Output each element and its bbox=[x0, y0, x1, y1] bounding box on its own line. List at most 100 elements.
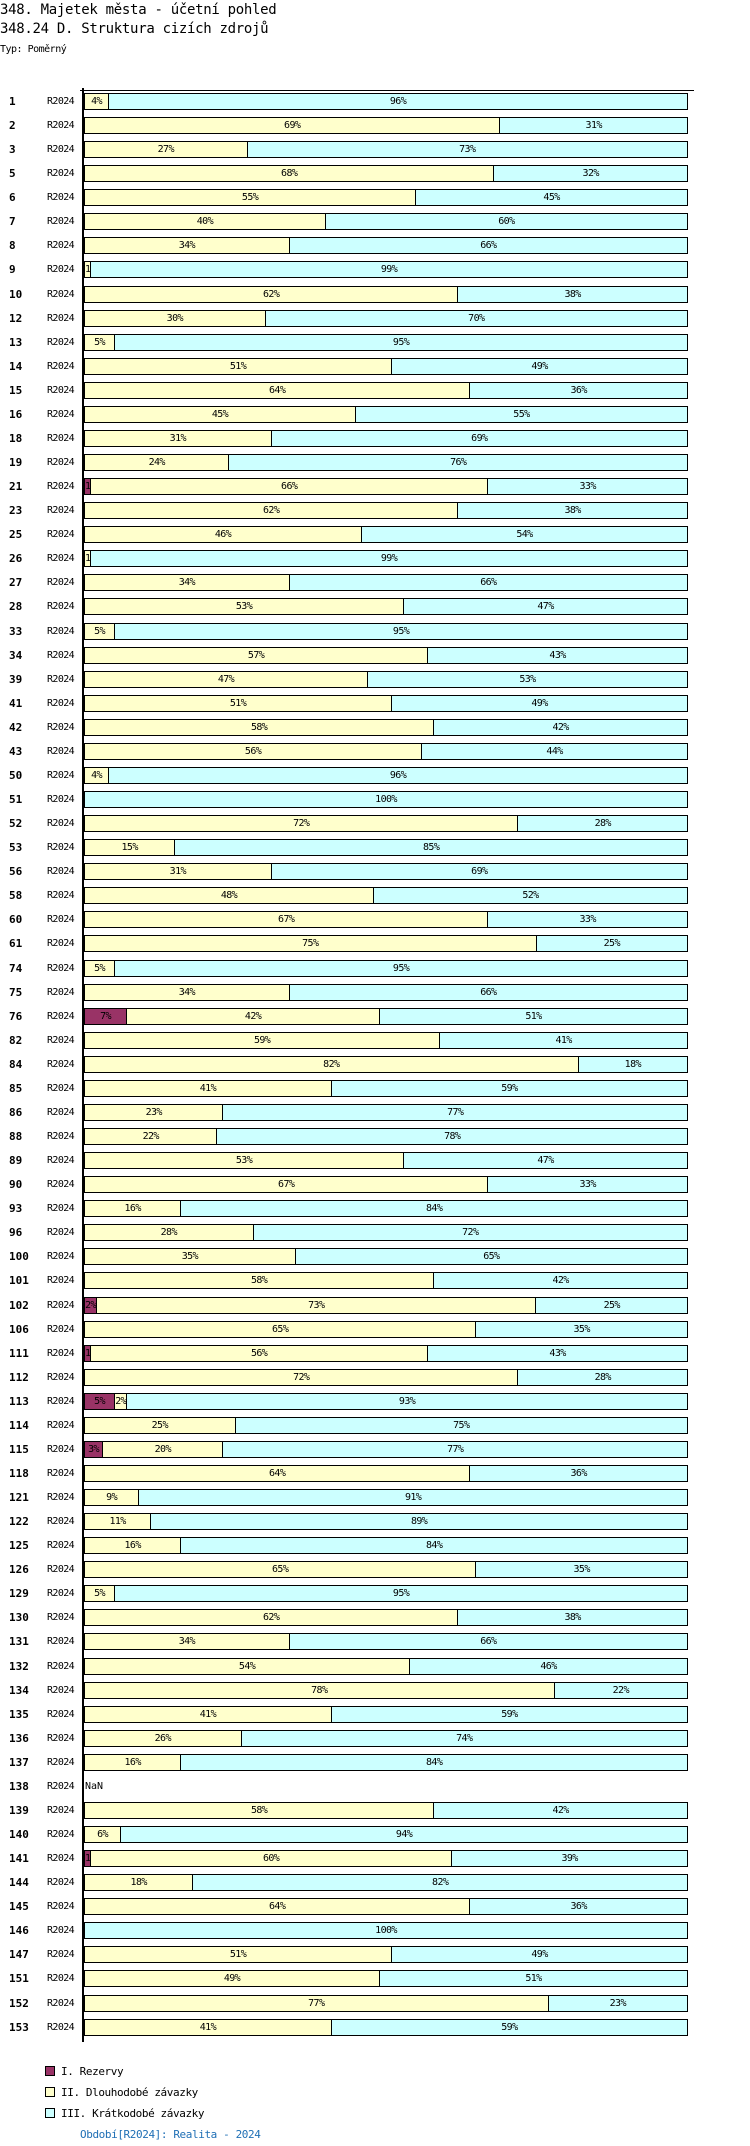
row-period-label: R2024 bbox=[47, 96, 75, 107]
bar-segment-3: 49% bbox=[392, 358, 687, 374]
row-id-label: 84 bbox=[9, 1057, 23, 1071]
stacked-bar: 1%99% bbox=[84, 261, 688, 279]
row-period-label: R2024 bbox=[47, 144, 75, 156]
chart-row: 88 R2024 22% 78% bbox=[0, 1128, 750, 1145]
row-period-label: R2024 bbox=[47, 384, 75, 396]
chart-row: 140 R2024 6% 94% bbox=[0, 1826, 750, 1844]
bar-segment-2: 2% bbox=[115, 1393, 128, 1409]
chart-row: 125 R2024 16% 84% bbox=[0, 1537, 750, 1555]
stacked-bar: 40% 60% bbox=[84, 213, 688, 231]
chart-row: 60 R2024 67% 33% bbox=[0, 911, 750, 929]
chart-row: 101 R2024 58% 42% bbox=[0, 1272, 750, 1290]
chart-row: 9 R2024 1%99% bbox=[0, 261, 750, 279]
bar-segment-2: 53% bbox=[85, 599, 405, 615]
bar-segment-3: 22% bbox=[554, 1682, 687, 1698]
stacked-bar: 51% 49% bbox=[84, 357, 688, 375]
bar-segment-2: 41% bbox=[85, 1706, 332, 1722]
chart-row: 26 R2024 1%99% bbox=[0, 550, 750, 568]
bar-segment-2: 64% bbox=[85, 382, 471, 398]
row-period-label: R2024 bbox=[47, 1612, 75, 1624]
row-id-label: 50 bbox=[9, 768, 23, 782]
stacked-bar: 41% 59% bbox=[84, 1705, 688, 1723]
stacked-bar: 62% 38% bbox=[84, 285, 688, 303]
chart-row: 53 R2024 15% 85% bbox=[0, 839, 750, 857]
row-period-label: R2024 bbox=[47, 1467, 75, 1479]
bar-segment-2: 16% bbox=[85, 1754, 182, 1770]
chart-row: 23 R2024 62% 38% bbox=[0, 502, 750, 520]
row-id-label: 61 bbox=[9, 937, 23, 951]
row-id-label: 140 bbox=[9, 1828, 29, 1842]
row-period-label: R2024 bbox=[47, 1829, 75, 1841]
stacked-bar: 35% 65% bbox=[84, 1248, 688, 1266]
row-id-label: 135 bbox=[9, 1707, 29, 1721]
chart-row: 134 R2024 78% 22% bbox=[0, 1681, 750, 1699]
chart-type-label: Typ: Poměrný bbox=[0, 44, 67, 55]
bar-segment-3: 75% bbox=[235, 1417, 687, 1433]
row-period-label: R2024 bbox=[47, 1034, 75, 1046]
row-id-label: 33 bbox=[9, 624, 23, 638]
chart-row: 5 R2024 68% 32% bbox=[0, 165, 750, 183]
bar-segment-3: 51% bbox=[379, 1008, 687, 1024]
chart-row: 121 R2024 9% 91% bbox=[0, 1489, 750, 1507]
row-id-label: 58 bbox=[9, 889, 23, 903]
stacked-bar: 62% 38% bbox=[84, 502, 688, 520]
row-period-label: R2024 bbox=[47, 1877, 75, 1889]
stacked-bar: 53% 47% bbox=[84, 1152, 688, 1170]
row-period-label: R2024 bbox=[47, 1756, 75, 1768]
row-id-label: 89 bbox=[9, 1154, 23, 1168]
chart-row: 21 R2024 1%66%33% bbox=[0, 478, 750, 496]
row-id-label: 111 bbox=[9, 1346, 29, 1360]
chart-row: 126 R2024 65% 35% bbox=[0, 1561, 750, 1579]
row-period-label: R2024 bbox=[47, 842, 75, 854]
stacked-bar: 65% 35% bbox=[84, 1561, 688, 1579]
chart-row: 52 R2024 72% 28% bbox=[0, 815, 750, 833]
bar-segment-1: 5% bbox=[85, 1393, 116, 1409]
bar-segment-3: 51% bbox=[379, 1971, 687, 1987]
chart-row: 8 R2024 34% 66% bbox=[0, 237, 750, 255]
bar-segment-2: 5% bbox=[85, 334, 116, 350]
row-period-label: R2024 bbox=[47, 264, 75, 276]
row-period-label: R2024 bbox=[47, 866, 75, 878]
chart-row: 146 R2024 100% bbox=[0, 1922, 750, 1940]
bar-segment-2: 16% bbox=[85, 1201, 182, 1217]
stacked-bar: 34% 66% bbox=[84, 983, 688, 1001]
row-period-label: R2024 bbox=[47, 1564, 75, 1576]
chart-row: 6 R2024 55% 45% bbox=[0, 189, 750, 207]
bar-segment-3: 70% bbox=[265, 310, 687, 326]
row-period-label: R2024 bbox=[47, 1853, 75, 1865]
chart-row: 75 R2024 34% 66% bbox=[0, 983, 750, 1001]
bar-segment-3: 33% bbox=[488, 912, 687, 928]
row-period-label: R2024 bbox=[47, 625, 75, 637]
bar-segment-3: 93% bbox=[127, 1393, 687, 1409]
row-period-label: R2024 bbox=[47, 1492, 75, 1504]
row-id-label: 39 bbox=[9, 672, 23, 686]
chart-subtitle: 348.24 D. Struktura cizích zdrojů bbox=[0, 21, 269, 37]
chart-row: 12 R2024 30% 70% bbox=[0, 309, 750, 327]
bar-segment-3: 59% bbox=[331, 1080, 687, 1096]
stacked-bar: 77% 23% bbox=[84, 1994, 688, 2012]
legend-item: II. Dlouhodobé závazky bbox=[45, 2086, 198, 2099]
bar-segment-2: 51% bbox=[85, 358, 393, 374]
bar-segment-2: 58% bbox=[85, 719, 435, 735]
legend-item: I. Rezervy bbox=[45, 2065, 124, 2078]
row-id-label: 85 bbox=[9, 1081, 23, 1095]
bar-segment-2: 34% bbox=[85, 1634, 290, 1650]
bar-segment-3: 66% bbox=[289, 238, 687, 254]
bar-segment-3: 23% bbox=[548, 1995, 687, 2011]
bar-segment-2: 18% bbox=[85, 1875, 194, 1891]
bar-segment-3: 39% bbox=[452, 1851, 687, 1867]
row-nan-label: NaN bbox=[85, 1780, 104, 1792]
stacked-bar: 67% 33% bbox=[84, 1176, 688, 1194]
bar-segment-3: 36% bbox=[470, 382, 687, 398]
stacked-bar: 5% 95% bbox=[84, 622, 688, 640]
row-period-label: R2024 bbox=[47, 312, 75, 324]
stacked-bar: 25% 75% bbox=[84, 1416, 688, 1434]
chart-row: 3 R2024 27% 73% bbox=[0, 141, 750, 159]
chart-row: 153 R2024 41% 59% bbox=[0, 2018, 750, 2036]
stacked-bar: 41% 59% bbox=[84, 2018, 688, 2036]
bar-segment-2: 5% bbox=[85, 1586, 116, 1602]
chart-row: 61 R2024 75% 25% bbox=[0, 935, 750, 953]
legend-label: II. Dlouhodobé závazky bbox=[61, 2086, 198, 2099]
chart-row: 132 R2024 54% 46% bbox=[0, 1657, 750, 1675]
bar-segment-3: 18% bbox=[578, 1056, 687, 1072]
